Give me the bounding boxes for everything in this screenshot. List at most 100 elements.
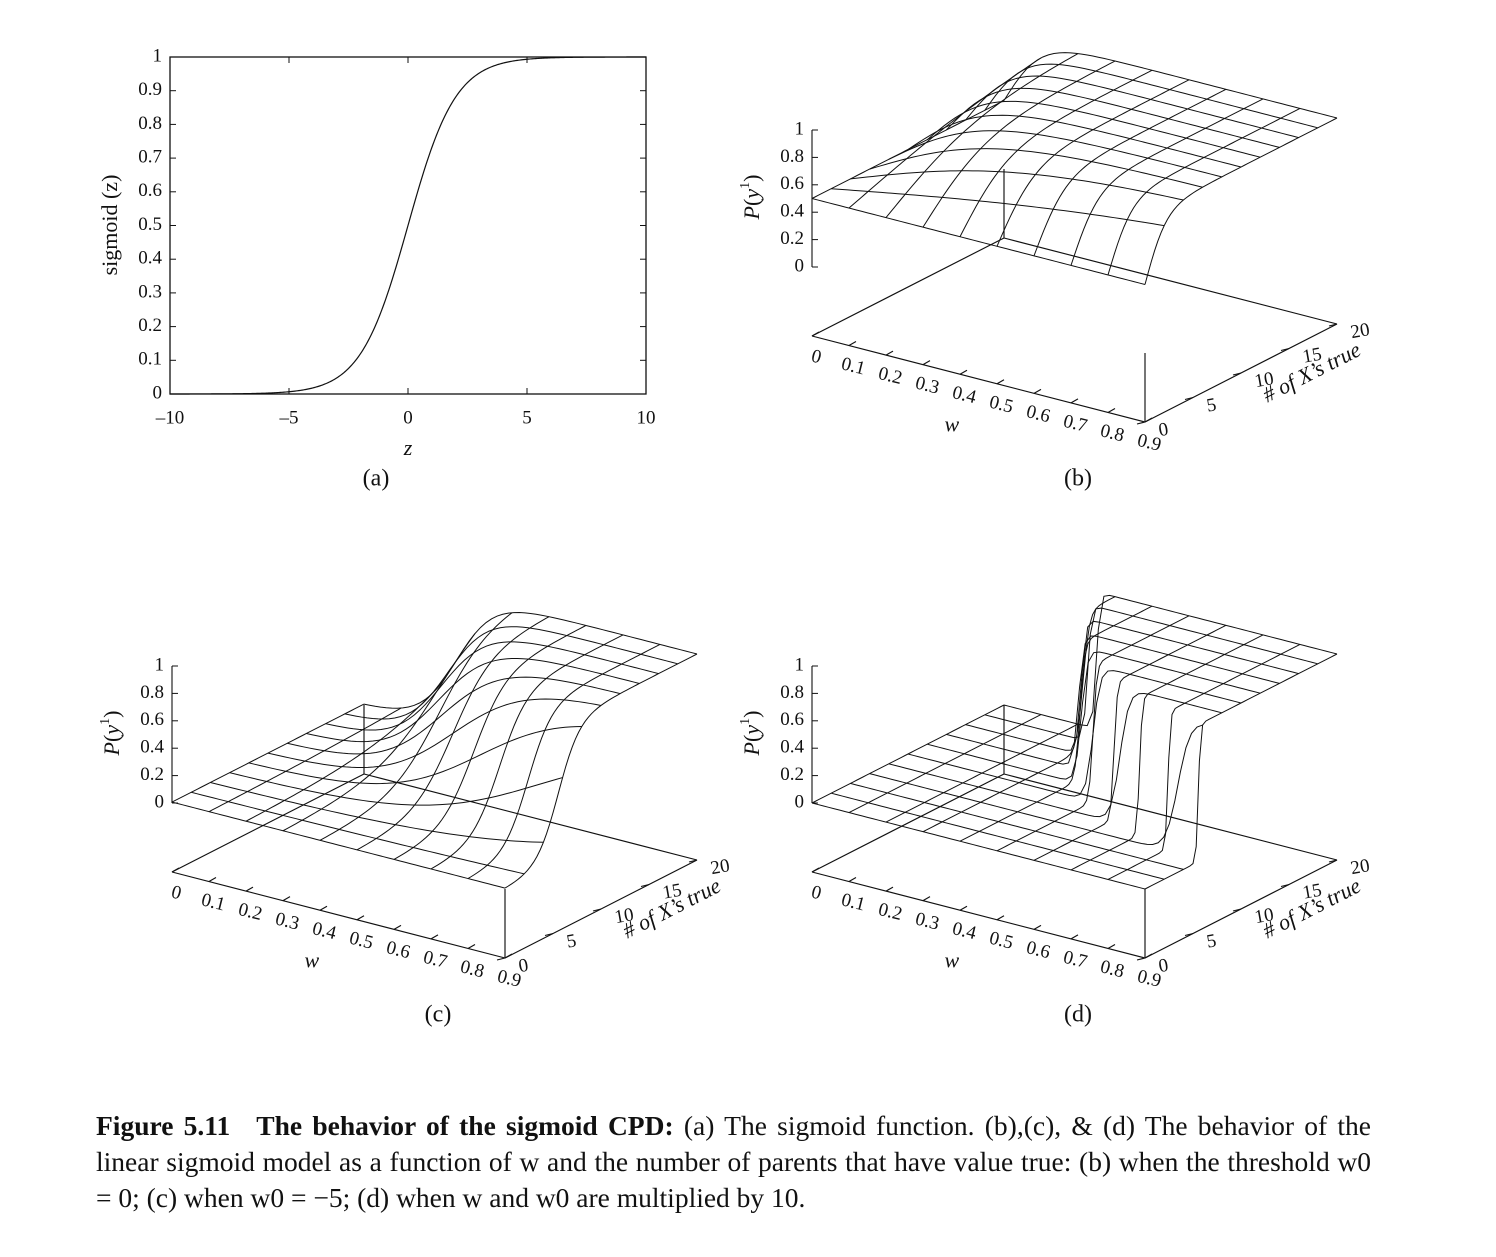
n-tick [1280,883,1290,888]
mesh-line-n [811,198,1146,285]
w-tick [848,341,857,347]
w-tick-label: 0.6 [1024,401,1052,427]
back-base-edge [1003,237,1338,325]
back-base-edge [811,773,1005,873]
mesh-line-n [210,781,544,843]
w-tick [467,943,476,949]
w-tick-label: 0.8 [1098,956,1126,982]
p-tick-label: 1 [795,118,805,139]
y-tick-label: 0.5 [138,214,162,235]
p-tick-label: 0.4 [140,737,164,758]
mesh-line-w [1070,634,1264,871]
p-tick-label: 0.2 [140,764,164,785]
w-tick-label: 0.8 [1098,420,1126,446]
w-tick [393,924,402,930]
p-tick-label: 0.2 [780,228,804,249]
x-tick-label: 10 [637,407,656,428]
w-tick [1033,388,1042,394]
n-tick-label: 10 [1253,368,1275,392]
mesh-line-n [946,87,1280,148]
mesh-line-n [984,63,1318,129]
p-tick-label: 0.8 [780,682,804,703]
mesh-line-n [888,130,1222,178]
y-tick-label: 0.9 [138,79,162,100]
w-tick [504,953,513,959]
y-tick-label: 0.3 [138,281,162,302]
mesh-line-w [885,723,1079,823]
n-tick [1136,421,1146,425]
w-tick [282,896,291,902]
mesh-line-n [965,620,1299,751]
mesh-line-n [191,791,525,875]
p-axis-label: P(y1) [738,711,764,757]
mesh-line-n [306,657,640,743]
n-tick-label: 5 [1205,394,1218,416]
mesh-line-n [850,170,1184,201]
n-tick-label: 5 [1205,930,1218,952]
w-tick-label: 0.5 [987,928,1015,954]
mesh-line-n [926,100,1261,158]
mesh-line-n [965,75,1299,139]
p-tick-label: 0 [155,791,165,812]
back-base-edge [811,237,1005,337]
mesh-line-w [1033,88,1227,257]
w-axis [811,871,1146,959]
mesh-line-n [248,725,582,785]
figure-canvas: 00.10.20.30.40.50.60.70.80.91–10 –5 0 5 10zs… [97,45,1371,1028]
w-axis [811,335,1146,423]
w-tick [996,915,1005,921]
w-tick-label: 0.7 [1061,411,1089,437]
w-tick [811,331,820,337]
n-tick-label: 0 [1157,419,1170,441]
w-tick [922,896,931,902]
n-tick-label: 10 [1253,904,1275,928]
mesh-line-n [287,676,621,755]
w-tick-label: 0.2 [236,899,264,925]
mesh-line-n [344,626,678,720]
w-tick-label: 0.2 [876,363,904,389]
mesh-line-n [811,802,1146,890]
n-tick-label: 15 [1301,880,1323,904]
mesh-line-w [393,625,587,860]
w-tick [1144,417,1153,423]
panel-label: (d) [1064,1002,1092,1028]
x-tick-label: 5 [522,407,532,428]
p-tick-label: 0.2 [780,764,804,785]
n-tick-label: 10 [613,904,635,928]
w-tick-label: 0.6 [384,937,412,963]
w-tick [922,360,931,366]
w-tick-label: 0.2 [876,899,904,925]
w-axis [171,871,506,959]
p-axis-label: P(y1) [738,175,764,221]
x-tick-label: 0 [403,407,413,428]
n-tick [1232,372,1242,376]
mesh-line-w [282,633,476,832]
n-tick-label: 15 [661,880,683,904]
w-tick-label: 0 [809,346,823,369]
w-tick [1070,934,1079,940]
w-tick-label: 0.4 [310,918,339,944]
w-tick-label: 0 [169,882,183,905]
w-tick-label: 0.6 [1024,937,1052,963]
n-tick [496,957,506,961]
mesh-line-w [430,634,624,870]
n-tick [1232,908,1242,912]
mesh-line-w [171,703,365,803]
w-tick [356,915,365,921]
mesh-line-n [984,607,1318,739]
p-tick-label: 0 [795,255,805,276]
w-tick-label: 0.7 [1061,947,1089,973]
n-tick [1328,323,1338,327]
mesh-line-w [885,53,1079,218]
n-tick-label: 20 [709,855,731,879]
n-tick [1184,396,1194,401]
mesh-line-n [1003,594,1338,727]
w-tick [208,877,217,883]
n-tick [1136,957,1146,961]
p-tick-label: 0.4 [780,737,804,758]
w-tick [959,369,968,375]
mesh-line-w [1144,653,1338,890]
mesh-line-w [1144,117,1338,285]
